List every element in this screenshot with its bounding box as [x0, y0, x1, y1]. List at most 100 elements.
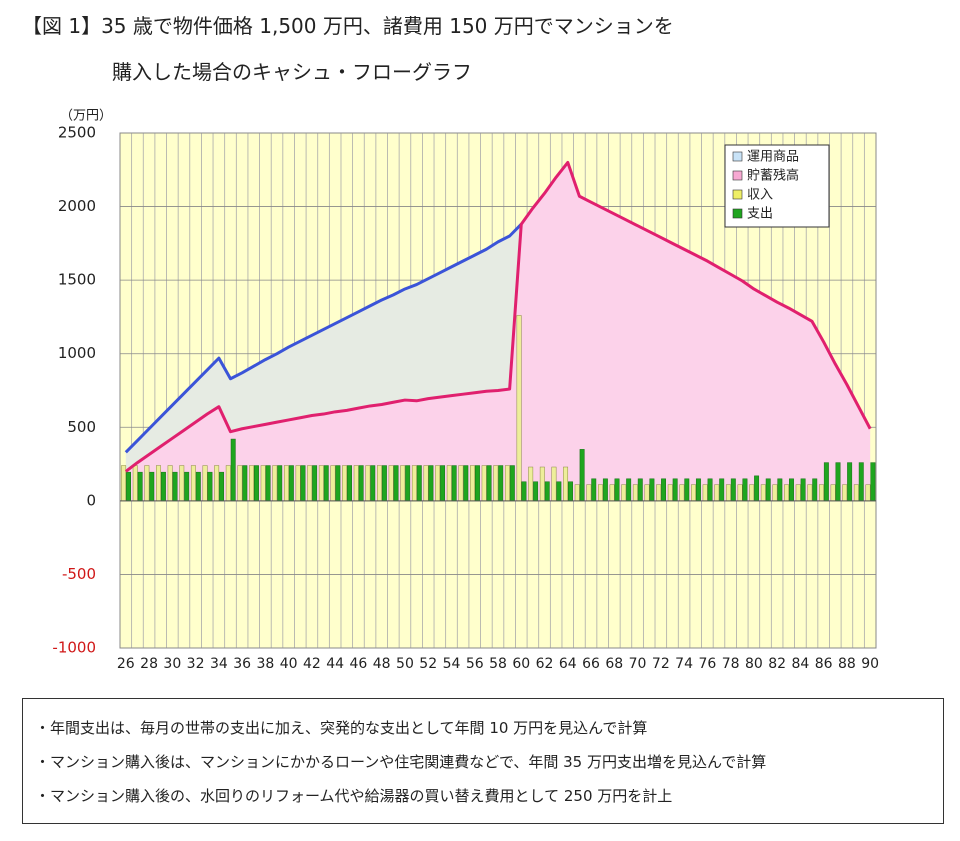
bar — [190, 465, 196, 502]
x-tick-label: 40 — [280, 656, 298, 672]
bar — [463, 465, 469, 502]
bar — [858, 462, 864, 502]
bar — [644, 484, 650, 502]
bar — [272, 465, 278, 502]
bar — [672, 478, 678, 502]
chart-subtitle: 購入した場合のキャシュ・フローグラフ — [112, 60, 472, 84]
x-tick-label: 80 — [745, 656, 763, 672]
bar — [318, 465, 324, 502]
y-tick-label: -500 — [62, 565, 96, 583]
legend-label: 貯蓄残高 — [747, 168, 799, 184]
x-tick-label: 78 — [722, 656, 740, 672]
y-tick-label: 500 — [67, 418, 96, 436]
bar — [568, 481, 573, 502]
bar — [225, 465, 231, 502]
bar — [202, 465, 208, 502]
bar — [195, 471, 201, 502]
bar — [765, 478, 771, 502]
x-tick-label: 32 — [187, 656, 205, 672]
bar — [219, 471, 225, 502]
note: ・マンション購入後の、水回りのリフォーム代や給湯器の買い替え費用として 250 … — [35, 787, 673, 805]
bar — [493, 465, 499, 502]
bar — [393, 465, 399, 502]
x-tick-label: 74 — [675, 656, 693, 672]
bar — [823, 462, 829, 502]
bar — [772, 484, 778, 502]
bar — [126, 471, 131, 502]
bar — [440, 465, 446, 502]
x-tick-label: 30 — [163, 656, 181, 672]
bar — [807, 484, 813, 502]
bar — [237, 465, 243, 502]
bar — [842, 484, 848, 502]
bar — [121, 465, 127, 502]
bar — [563, 466, 569, 502]
x-tick-label: 64 — [559, 656, 577, 672]
bar — [283, 465, 289, 502]
x-tick-label: 72 — [652, 656, 670, 672]
bar — [691, 484, 696, 502]
x-tick-label: 82 — [768, 656, 786, 672]
bar — [446, 465, 452, 502]
bar — [353, 465, 359, 502]
bar — [777, 478, 783, 502]
bar — [574, 484, 580, 502]
bar — [381, 465, 387, 502]
bar — [667, 484, 673, 502]
bar — [423, 465, 429, 502]
bar — [725, 484, 731, 502]
legend-swatch — [732, 208, 743, 219]
x-tick-label: 86 — [815, 656, 833, 672]
bar — [602, 478, 608, 502]
y-axis-label: （万円） — [60, 109, 112, 124]
bar — [516, 315, 522, 502]
bar — [870, 462, 876, 502]
bar — [528, 466, 534, 502]
bar — [626, 478, 632, 502]
x-tick-label: 70 — [629, 656, 647, 672]
bar — [377, 465, 382, 502]
bar — [586, 484, 592, 502]
bar — [474, 465, 480, 502]
bar — [830, 484, 836, 502]
x-tick-label: 76 — [698, 656, 716, 672]
bar — [614, 478, 620, 502]
bar — [416, 465, 422, 502]
x-tick-label: 28 — [140, 656, 158, 672]
bar — [137, 471, 143, 502]
y-tick-label: 1500 — [58, 271, 96, 289]
bar — [847, 462, 853, 502]
bar — [742, 478, 748, 502]
bar — [288, 465, 294, 502]
bar — [632, 484, 638, 502]
bar — [730, 478, 736, 502]
bar — [707, 478, 713, 502]
bar — [230, 438, 236, 502]
x-tick-label: 38 — [256, 656, 274, 672]
bar — [621, 484, 627, 502]
bar — [295, 465, 301, 502]
bar — [695, 478, 701, 502]
bar — [737, 484, 743, 502]
legend-label: 収入 — [747, 188, 773, 203]
bar — [486, 465, 492, 502]
bar — [335, 465, 341, 502]
bar — [504, 465, 510, 502]
bar — [451, 465, 457, 502]
bar — [435, 465, 441, 502]
bar — [411, 465, 417, 502]
bar — [132, 465, 138, 502]
legend-label: 運用商品 — [747, 150, 799, 165]
bar — [265, 465, 271, 502]
bar — [307, 465, 313, 502]
legend-box — [724, 144, 830, 228]
legend-swatch — [732, 189, 743, 200]
bar — [214, 465, 220, 502]
bar — [637, 478, 643, 502]
x-tick-label: 58 — [489, 656, 507, 672]
bar — [544, 481, 550, 502]
bar — [835, 462, 841, 502]
bar — [818, 484, 824, 502]
note: ・年間支出は、毎月の世帯の支出に加え、突発的な支出として年間 10 万円を見込ん… — [35, 719, 648, 737]
bar — [853, 484, 859, 502]
